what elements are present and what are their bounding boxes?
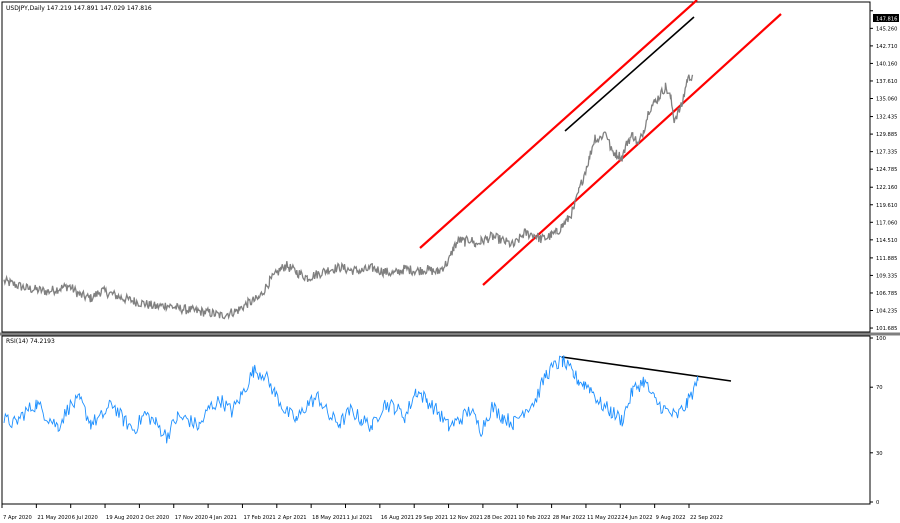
x-tick-label: 17 Feb 2021: [243, 515, 275, 521]
price-y-tick-label: 129.885: [876, 132, 897, 138]
x-tick-label: 12 Nov 2021: [450, 515, 483, 521]
last-price-tag: 147.816: [876, 17, 897, 23]
price-y-tick-label: 111.885: [876, 256, 897, 262]
price-y-tick-label: 122.160: [876, 185, 897, 191]
price-y-tick-label: 127.335: [876, 150, 897, 156]
price-y-tick-label: 137.610: [876, 79, 897, 85]
x-tick-label: 24 Jun 2022: [621, 515, 652, 521]
rsi-series: [3, 355, 699, 444]
price-y-tick-label: 142.710: [876, 44, 897, 50]
x-tick-label: 17 Nov 2020: [175, 515, 208, 521]
x-tick-label: 2 Apr 2021: [278, 515, 307, 521]
x-tick-label: 2 Oct 2020: [140, 515, 169, 521]
x-tick-label: 9 Aug 2022: [656, 515, 686, 521]
price-y-tick-label: 106.785: [876, 291, 897, 297]
price-line: [3, 74, 694, 320]
x-tick-label: 22 Sep 2022: [690, 515, 723, 521]
price-y-tick-label: 124.785: [876, 167, 897, 173]
price-y-tick-label: 145.260: [876, 26, 897, 32]
x-tick-label: 11 May 2022: [587, 515, 621, 521]
x-tick-label: 6 Jul 2020: [72, 515, 98, 521]
x-tick-label: 21 May 2020: [37, 515, 71, 521]
rsi-y-ticks: 100 70 30 0: [870, 336, 886, 506]
price-chart-title: USDJPY,Daily 147.219 147.891 147.029 147…: [6, 5, 152, 12]
rsi-line: [3, 355, 699, 444]
rsi-divergence-line: [561, 356, 732, 382]
x-tick-label: 10 Feb 2022: [518, 515, 550, 521]
price-y-tick-label: 135.060: [876, 96, 897, 102]
indicator-panel-frame: [1, 335, 871, 505]
lower-channel-line: [482, 13, 782, 286]
upper-channel-line: [419, 0, 698, 249]
price-y-tick-label: 132.435: [876, 115, 897, 121]
x-tick-label: 28 Mar 2022: [553, 515, 586, 521]
rsi-y-tick-label: 30: [876, 451, 883, 457]
rsi-y-tick-label: 100: [876, 336, 886, 342]
rsi-y-tick-label: 70: [876, 385, 883, 391]
x-tick-label: 18 May 2021: [312, 515, 346, 521]
price-y-tick-label: 140.160: [876, 61, 897, 67]
rsi-y-tick-label: 0: [876, 500, 879, 506]
x-tick-label: 7 Apr 2020: [3, 515, 32, 521]
x-tick-label: 29 Sep 2021: [415, 515, 448, 521]
trend-annotations: [419, 0, 782, 382]
x-tick-label: 1 Jul 2021: [347, 515, 373, 521]
price-y-tick-label: 119.610: [876, 203, 897, 209]
price-series: [3, 74, 694, 320]
x-tick-label: 19 Aug 2020: [106, 515, 139, 521]
last-price-tag-bg: [873, 14, 899, 22]
x-tick-label: 4 Jan 2021: [209, 515, 237, 521]
price-y-ticks: 145.260 142.710 140.160 137.610 135.060 132.4…: [870, 10, 897, 332]
x-tick-label: 16 Aug 2021: [381, 515, 414, 521]
price-y-tick-label: 104.235: [876, 309, 897, 315]
price-resistance-line: [564, 16, 695, 132]
price-y-tick-label: 117.060: [876, 220, 897, 226]
x-ticks: 7 Apr 2020 21 May 2020 6 Jul 2020 19 Aug 20…: [1, 504, 723, 521]
price-y-tick-label: 114.510: [876, 238, 897, 244]
price-y-tick-label: 109.335: [876, 273, 897, 279]
x-tick-label: 28 Dec 2021: [484, 515, 517, 521]
rsi-chart-title: RSI(14) 74.2193: [6, 338, 55, 345]
price-y-tick-label: 101.685: [876, 326, 897, 332]
